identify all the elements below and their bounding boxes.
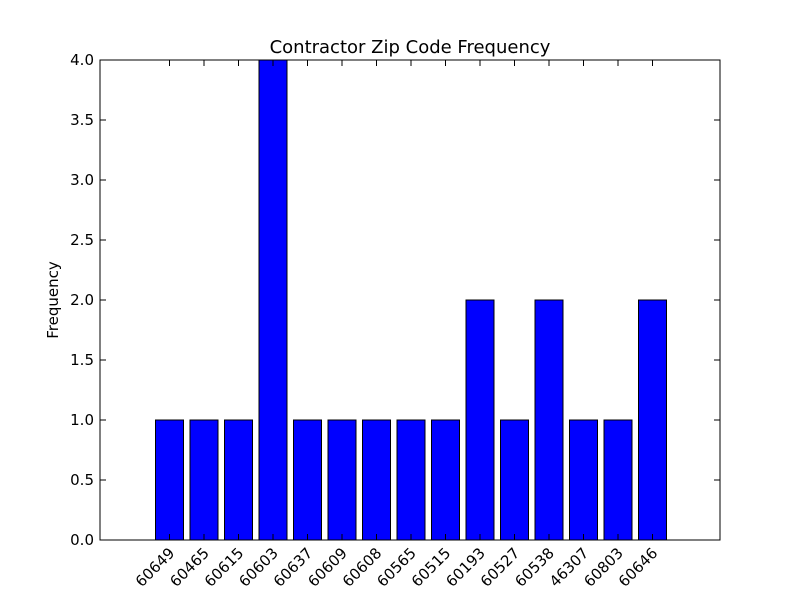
chart-title: Contractor Zip Code Frequency bbox=[270, 37, 551, 58]
bar-60649 bbox=[155, 419, 184, 541]
y-tick-label: 4.0 bbox=[70, 51, 94, 69]
bar-60515 bbox=[431, 419, 460, 541]
bar-60609 bbox=[327, 419, 357, 541]
bar-60615 bbox=[224, 419, 253, 541]
bars-group bbox=[155, 59, 667, 541]
y-tick-label: 1.5 bbox=[70, 351, 94, 369]
bar-60608 bbox=[362, 419, 391, 541]
y-tick-label: 1.0 bbox=[70, 411, 94, 429]
y-tick-label: 3.5 bbox=[70, 111, 94, 129]
bar-60538 bbox=[534, 299, 564, 541]
bar-60603 bbox=[258, 59, 288, 541]
bar-60803 bbox=[603, 419, 633, 541]
y-tick-label: 0.0 bbox=[70, 531, 94, 549]
bar-60465 bbox=[189, 419, 219, 541]
y-tick-label: 2.0 bbox=[70, 291, 94, 309]
bar-60646 bbox=[638, 299, 667, 541]
bar-60565 bbox=[396, 419, 426, 541]
bar-60193 bbox=[465, 299, 495, 541]
y-tick-label: 3.0 bbox=[70, 171, 94, 189]
y-ticks-group: 0.0 0.5 1.0 1.5 2.0 2.5 3.0 3.5 4.0 bbox=[70, 51, 720, 549]
bar-46307 bbox=[569, 419, 598, 541]
y-tick-label: 0.5 bbox=[70, 471, 94, 489]
plot-frame bbox=[99, 59, 721, 541]
y-tick-label: 2.5 bbox=[70, 231, 94, 249]
y-axis-label: Frequency bbox=[44, 261, 62, 339]
bar-60527 bbox=[500, 419, 529, 541]
bar-60637 bbox=[293, 419, 322, 541]
